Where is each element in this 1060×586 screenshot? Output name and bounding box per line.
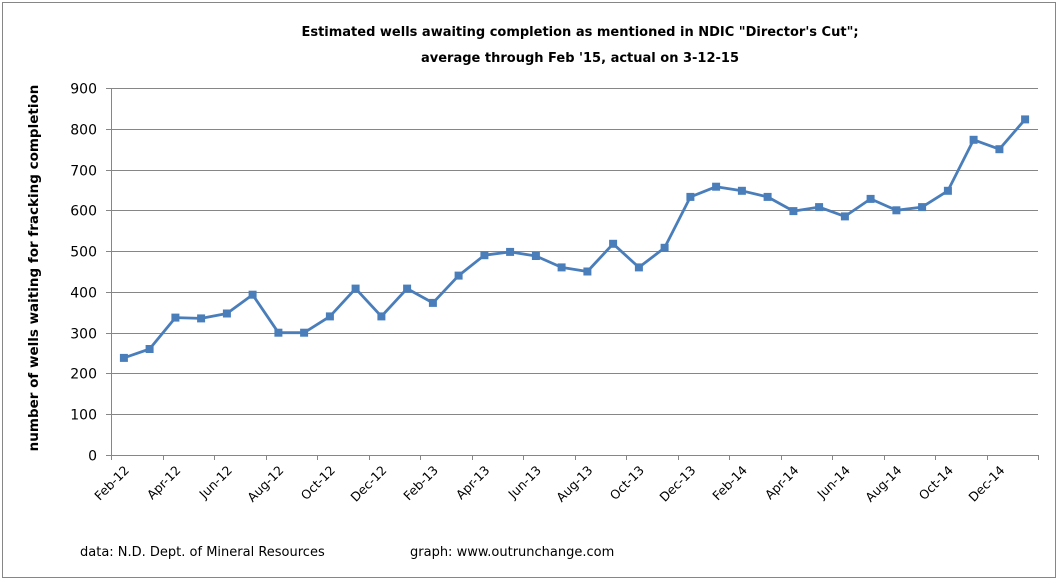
x-tick-label: Dec-12	[347, 463, 389, 505]
data-point-marker	[351, 284, 360, 293]
y-tick-label: 700	[70, 164, 97, 180]
data-point-marker	[325, 312, 334, 321]
data-point-marker	[583, 267, 592, 276]
data-point-marker	[428, 298, 437, 307]
data-point-marker	[403, 284, 412, 293]
x-tick-label: Apr-13	[453, 463, 493, 503]
data-point-marker	[918, 203, 927, 212]
data-point-marker	[1021, 115, 1030, 124]
x-tick-label: Apr-12	[144, 463, 184, 503]
chart-title: Estimated wells awaiting completion as m…	[301, 25, 858, 66]
x-tick-label: Apr-14	[762, 462, 802, 502]
x-tick-label: Feb-12	[91, 463, 132, 504]
data-point-marker	[943, 186, 952, 195]
x-tick-label: Aug-12	[244, 463, 286, 505]
y-tick-label: 100	[70, 408, 97, 424]
data-point-marker	[840, 212, 849, 221]
data-point-marker	[737, 186, 746, 195]
data-point-marker	[995, 145, 1004, 154]
data-point-marker	[119, 353, 128, 362]
y-tick-label: 400	[70, 286, 97, 302]
data-point-marker	[660, 243, 669, 252]
data-point-marker	[454, 271, 463, 280]
data-point-marker	[634, 263, 643, 272]
x-tick-label: Oct-13	[607, 463, 647, 503]
data-point-marker	[197, 314, 206, 323]
x-tick-label: Jun-13	[504, 463, 544, 503]
graph-credit-note: graph: www.outrunchange.com	[410, 545, 614, 560]
y-tick-label: 300	[70, 327, 97, 343]
x-tick-label: Feb-13	[400, 463, 441, 504]
data-point-marker	[763, 192, 772, 201]
data-point-marker	[789, 207, 798, 216]
data-point-marker	[686, 192, 695, 201]
data-point-marker	[815, 203, 824, 212]
data-point-marker	[557, 263, 566, 272]
x-tick-label: Jun-14	[813, 462, 853, 502]
x-tick-label: Dec-13	[656, 463, 698, 505]
y-tick-label: 600	[70, 204, 97, 220]
data-point-marker	[300, 328, 309, 337]
series-line	[123, 118, 1027, 360]
data-point-marker	[274, 328, 283, 337]
data-point-marker	[171, 313, 180, 322]
axes	[111, 88, 1038, 456]
x-tick-label: Feb-14	[709, 462, 750, 503]
data-point-marker	[866, 194, 875, 203]
data-point-marker	[145, 345, 154, 353]
x-tick-label: Oct-12	[298, 463, 338, 503]
data-point-marker	[531, 252, 540, 260]
y-tick-label: 200	[70, 367, 97, 383]
y-tick-label: 900	[70, 82, 97, 98]
y-axis-ticks: 0 100 200 300 400 500 600 700 800 900	[70, 82, 111, 465]
gridlines	[111, 88, 1038, 415]
x-tick-label: Aug-13	[553, 463, 595, 505]
data-point-marker	[248, 290, 257, 299]
x-tick-label: Dec-14	[965, 462, 1007, 504]
series-wells-awaiting	[119, 115, 1030, 362]
data-point-marker	[377, 312, 386, 321]
data-point-marker	[480, 251, 489, 260]
data-source-note: data: N.D. Dept. of Mineral Resources	[80, 545, 325, 560]
data-point-marker	[506, 247, 515, 256]
y-tick-label: 800	[70, 123, 97, 139]
x-tick-label: Aug-14	[862, 462, 904, 504]
data-point-marker	[609, 239, 618, 248]
chart-frame	[2, 2, 1056, 578]
x-axis-ticks: Feb-12 Apr-12 Jun-12 Aug-12 Oct-12 Dec-12 Feb-…	[91, 455, 1039, 505]
data-point-marker	[222, 309, 231, 318]
data-point-marker	[892, 206, 901, 215]
x-tick-label: Oct-14	[916, 462, 956, 502]
y-tick-label: 500	[70, 245, 97, 261]
chart-title-line-2: average through Feb '15, actual on 3-12-…	[421, 51, 739, 66]
y-tick-label: 0	[88, 449, 97, 465]
data-point-marker	[712, 182, 721, 191]
chart-title-line-1: Estimated wells awaiting completion as m…	[301, 25, 858, 40]
x-tick-label: Jun-12	[195, 463, 235, 503]
data-point-marker	[969, 135, 978, 144]
y-axis-label: number of wells waiting for fracking com…	[26, 85, 42, 452]
